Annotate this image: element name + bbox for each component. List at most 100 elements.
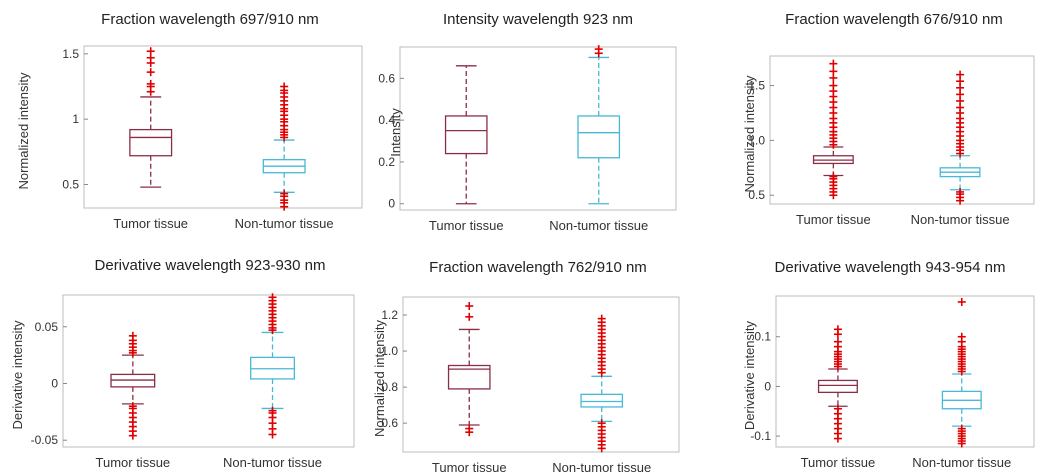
outlier-point bbox=[597, 314, 606, 323]
plot-frame bbox=[775, 295, 1035, 448]
y-tick-label: 0.1 bbox=[754, 330, 771, 344]
y-axis-label: Normalized intensity bbox=[742, 75, 757, 193]
y-tick-label: 1.5 bbox=[62, 47, 79, 61]
y-tick-label: 0 bbox=[388, 197, 395, 211]
y-tick-label: 0.6 bbox=[381, 416, 398, 430]
plot-frame bbox=[402, 296, 680, 453]
y-tick-label: 1.5 bbox=[748, 79, 765, 93]
y-tick-label: 0.5 bbox=[748, 188, 765, 202]
y-tick-label: -0.05 bbox=[31, 433, 59, 447]
chart-title: Fraction wavelength 697/910 nm bbox=[101, 11, 319, 28]
y-tick-label: 0.05 bbox=[35, 320, 59, 334]
y-tick-label: 0.4 bbox=[378, 113, 395, 127]
category-label: Tumor tissue bbox=[429, 218, 504, 233]
y-axis-label: Derivative intensity bbox=[742, 320, 757, 430]
outlier-point bbox=[594, 45, 603, 54]
outlier-point bbox=[829, 81, 838, 90]
plot-frame bbox=[399, 46, 677, 211]
category-label: Tumor tissue bbox=[796, 212, 871, 227]
y-tick-label: 1.2 bbox=[381, 308, 398, 322]
iqr-box bbox=[447, 364, 491, 390]
chart-panel-1: Fraction wavelength 697/910 nm 0.5 1 1.5 Nor… bbox=[16, 11, 363, 231]
nontumor-box bbox=[941, 297, 982, 448]
plot-frame bbox=[769, 55, 1035, 205]
y-tick-label: 1 bbox=[72, 112, 79, 126]
tumor-box bbox=[817, 325, 858, 443]
y-tick-label: 0.5 bbox=[62, 177, 79, 191]
chart-title: Derivative wavelength 943-954 nm bbox=[775, 259, 1006, 276]
chart-title: Fraction wavelength 676/910 nm bbox=[785, 11, 1003, 28]
outlier-point bbox=[268, 406, 277, 415]
outlier-point bbox=[833, 325, 842, 334]
y-tick-label: 0 bbox=[51, 376, 58, 390]
outlier-point bbox=[465, 302, 474, 311]
category-label: Tumor tissue bbox=[96, 455, 171, 470]
outlier-point bbox=[957, 297, 966, 306]
nontumor-box bbox=[580, 314, 624, 453]
iqr-box bbox=[817, 379, 858, 394]
outlier-point bbox=[833, 337, 842, 346]
category-label: Non-tumor tissue bbox=[911, 212, 1010, 227]
y-axis-label: Derivative intensity bbox=[10, 320, 25, 430]
outlier-point bbox=[829, 59, 838, 68]
outlier-point bbox=[280, 189, 289, 198]
y-tick-label: 0 bbox=[764, 379, 771, 393]
tumor-box bbox=[444, 65, 488, 205]
outlier-point bbox=[128, 331, 137, 340]
nontumor-box bbox=[577, 45, 621, 205]
category-label: Tumor tissue bbox=[432, 460, 507, 472]
category-label: Non-tumor tissue bbox=[552, 460, 651, 472]
outlier-point bbox=[280, 82, 289, 91]
nontumor-box bbox=[262, 82, 306, 211]
outlier-point bbox=[957, 332, 966, 341]
category-label: Non-tumor tissue bbox=[235, 216, 334, 231]
outlier-point bbox=[829, 67, 838, 76]
tumor-box bbox=[129, 47, 173, 188]
category-label: Tumor tissue bbox=[801, 455, 876, 470]
plot-frame bbox=[83, 45, 363, 209]
iqr-box bbox=[129, 128, 173, 157]
y-axis-label: Intensity bbox=[388, 108, 403, 157]
y-tick-label: 1.0 bbox=[381, 344, 398, 358]
y-tick-label: 0.6 bbox=[378, 71, 395, 85]
y-tick-label: -0.1 bbox=[750, 429, 771, 443]
category-label: Non-tumor tissue bbox=[912, 455, 1011, 470]
chart-panel-4: Derivative wavelength 923-930 nm -0.05 0 0.… bbox=[10, 257, 355, 470]
chart-panel-5: Fraction wavelength 762/910 nm 0.6 0.8 1.0 1… bbox=[372, 259, 680, 472]
chart-title: Derivative wavelength 923-930 nm bbox=[95, 257, 326, 274]
outlier-point bbox=[956, 187, 965, 196]
tumor-box bbox=[110, 331, 156, 440]
outlier-point bbox=[465, 312, 474, 321]
outlier-point bbox=[146, 47, 155, 56]
iqr-box bbox=[580, 393, 624, 408]
chart-title: Intensity wavelength 923 nm bbox=[443, 11, 633, 28]
outlier-point bbox=[146, 79, 155, 88]
iqr-box bbox=[577, 115, 621, 159]
outlier-point bbox=[833, 404, 842, 413]
plot-frame bbox=[62, 294, 355, 448]
y-tick-label: 1.0 bbox=[748, 133, 765, 147]
outlier-point bbox=[268, 293, 277, 302]
chart-panel-3: Fraction wavelength 676/910 nm0.51.01.5N… bbox=[742, 11, 1035, 227]
category-label: Tumor tissue bbox=[113, 216, 188, 231]
tumor-box bbox=[447, 302, 491, 437]
y-tick-label: 0.8 bbox=[381, 380, 398, 394]
y-tick-label: 0.2 bbox=[378, 155, 395, 169]
category-label: Non-tumor tissue bbox=[223, 455, 322, 470]
outlier-point bbox=[465, 424, 474, 433]
outlier-point bbox=[146, 68, 155, 77]
tumor-box bbox=[812, 59, 854, 200]
y-axis-label: Normalized intensity bbox=[372, 319, 387, 437]
y-axis-label: Normalized intensity bbox=[16, 72, 31, 190]
iqr-box bbox=[444, 115, 488, 155]
outlier-point bbox=[956, 70, 965, 79]
chart-panel-2: Intensity wavelength 923 nm 0 0.2 0.4 0.6 Int… bbox=[378, 11, 677, 233]
nontumor-box bbox=[939, 70, 981, 205]
outlier-point bbox=[128, 402, 137, 411]
category-label: Non-tumor tissue bbox=[549, 218, 648, 233]
chart-title: Fraction wavelength 762/910 nm bbox=[429, 259, 647, 276]
outlier-point bbox=[597, 419, 606, 428]
nontumor-box bbox=[250, 293, 295, 439]
chart-panel-6: Derivative wavelength 943-954 nm -0.1 0 0.1… bbox=[742, 259, 1035, 470]
